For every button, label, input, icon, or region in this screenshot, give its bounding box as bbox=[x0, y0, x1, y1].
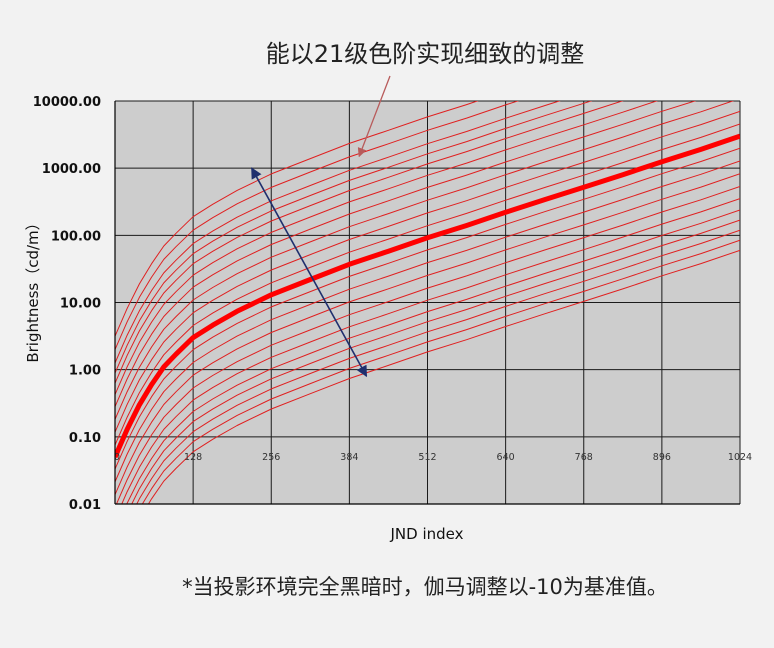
x-tick-label: 256 bbox=[262, 452, 280, 463]
annotation-arrow bbox=[357, 75, 391, 158]
x-axis-label: JND index bbox=[389, 525, 463, 543]
x-tick-label: 768 bbox=[575, 452, 593, 463]
gamma-curve bbox=[115, 101, 479, 337]
x-tick-label: 384 bbox=[340, 452, 358, 463]
footnote: *当投影环境完全黑暗时，伽马调整以-10为基准值。 bbox=[182, 575, 668, 599]
double-arrow bbox=[251, 167, 368, 378]
y-tick-label: 0.10 bbox=[69, 431, 101, 446]
gamma-curve bbox=[147, 249, 740, 504]
plot-area: 0.01 0.10 1.00 10.00 100.00 1000.00 10000.00 0 1… bbox=[33, 75, 752, 513]
y-axis-label: Brightness（cd/m） bbox=[24, 215, 42, 362]
y-tick-label: 10.00 bbox=[60, 297, 101, 312]
x-tick-label: 0 bbox=[114, 452, 120, 463]
x-tick-label: 128 bbox=[184, 452, 202, 463]
y-tick-label: 1.00 bbox=[69, 364, 101, 379]
x-tick-label: 640 bbox=[497, 452, 515, 463]
y-tick-label: 100.00 bbox=[51, 229, 101, 244]
y-tick-label: 1000.00 bbox=[42, 162, 101, 177]
y-tick-label: 0.01 bbox=[69, 498, 101, 513]
gamma-curve bbox=[115, 101, 520, 350]
x-tick-label: 1024 bbox=[728, 452, 752, 463]
x-tick-label: 512 bbox=[418, 452, 436, 463]
annotation-text: 能以21级色阶实现细致的调整 bbox=[266, 40, 585, 68]
x-tick-label: 896 bbox=[653, 452, 671, 463]
y-tick-label: 10000.00 bbox=[33, 95, 101, 110]
